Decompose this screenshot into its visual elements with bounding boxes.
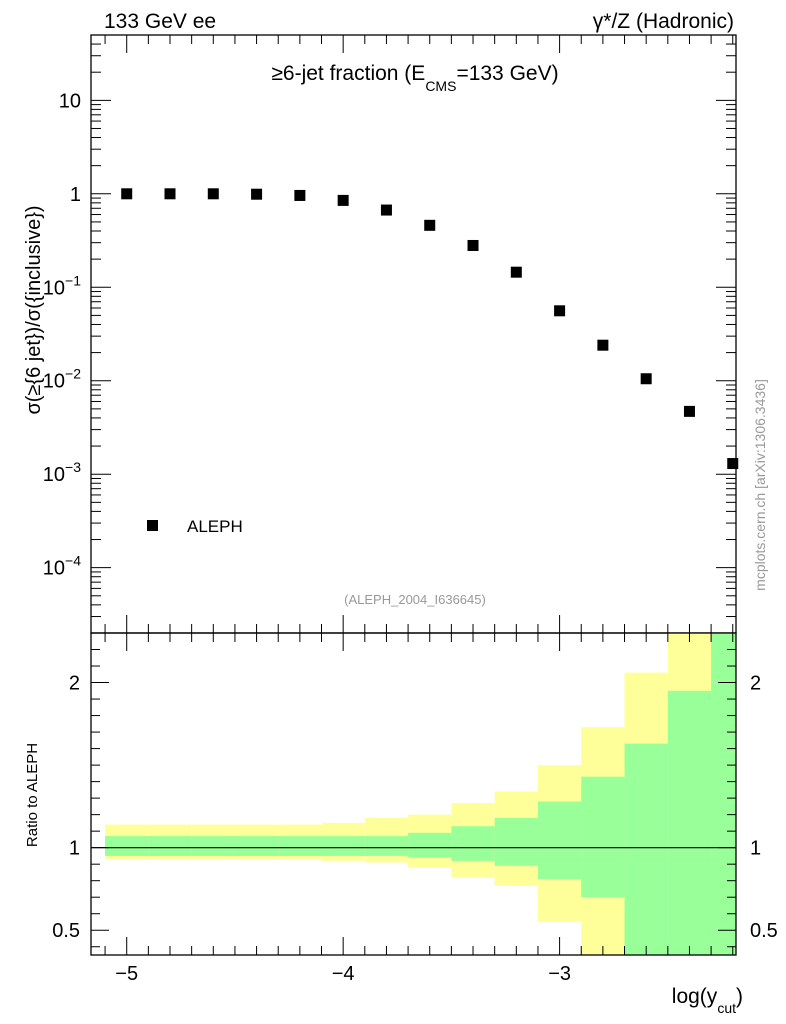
legend: ALEPH: [147, 517, 243, 536]
ratio-frame: [90, 632, 737, 956]
ratio-y-tick-label-right: 0.5: [750, 920, 778, 942]
x-tick-label: −3: [548, 963, 571, 985]
analysis-id: (ALEPH_2004_I636645): [344, 592, 486, 607]
data-point: [597, 339, 609, 351]
main-frame: [90, 34, 737, 634]
energy-label: 133 GeV ee: [104, 10, 216, 33]
ratio-panel: 2 2 1 1 0.5 0.5 −5 −4 −3 Ratio to ALEPH log(ycut…: [24, 632, 778, 1016]
ratio-y-tick-label: 2: [69, 673, 80, 695]
data-point: [683, 405, 695, 417]
ratio-y-axis-label: Ratio to ALEPH: [24, 743, 41, 847]
legend-marker: [147, 520, 158, 531]
uncertainty-band-bin: [234, 836, 279, 856]
data-point: [424, 219, 436, 231]
y-tick-label: 10−4: [43, 553, 81, 580]
uncertainty-band-bin: [364, 836, 409, 856]
uncertainty-band-bin: [148, 836, 192, 856]
ratio-y-tick-label-right: 1: [750, 838, 761, 860]
data-point: [164, 188, 176, 200]
uncertainty-band-bin: [278, 836, 322, 856]
process-label: γ*/Z (Hadronic): [593, 10, 734, 33]
data-point: [727, 458, 739, 470]
x-tick-label: −4: [332, 963, 355, 985]
y-tick-label: 10−1: [43, 272, 81, 299]
data-point: [510, 266, 522, 278]
y-tick-label: 10: [59, 90, 81, 112]
uncertainty-band-bin: [191, 836, 235, 856]
data-point: [640, 373, 652, 385]
uncertainty-band-bin: [711, 633, 736, 955]
uncertainty-band-bin: [105, 836, 149, 856]
plot-title: ≥6-jet fraction (ECMS=133 GeV): [271, 62, 558, 94]
x-tick-label: −5: [115, 963, 138, 985]
data-point: [294, 189, 306, 201]
y-tick-label: 1: [70, 184, 81, 206]
y-tick-label: 10−2: [43, 366, 81, 393]
data-point: [554, 305, 566, 317]
x-axis-label: log(ycut): [672, 985, 743, 1016]
data-point: [251, 188, 263, 200]
main-y-axis-label: σ(≥{6 jet})/σ({inclusive}): [23, 205, 45, 414]
uncertainty-band-bin: [451, 826, 495, 861]
ratio-y-tick-label: 1: [69, 838, 80, 860]
main-panel: 10 1 10−1 10−2 10−3 10−4 ≥6-jet fraction (ECM…: [23, 34, 739, 634]
source-watermark: mcplots.cern.ch [arXiv:1306.3436]: [752, 379, 768, 591]
uncertainty-band-bin: [321, 836, 365, 856]
uncertainty-band-bin: [581, 776, 625, 898]
data-point: [207, 188, 219, 200]
uncertainty-band-bin: [494, 817, 538, 866]
uncertainty-band-bin: [537, 801, 582, 880]
legend-label: ALEPH: [187, 517, 243, 536]
uncertainty-band-bin: [408, 832, 452, 858]
data-point: [121, 188, 133, 200]
ratio-y-tick-label-right: 2: [750, 673, 761, 695]
data-point: [467, 239, 479, 251]
ratio-y-tick-label: 0.5: [52, 920, 80, 942]
uncertainty-band-bin: [667, 690, 712, 955]
y-tick-label: 10−3: [43, 459, 81, 486]
data-point: [380, 204, 392, 216]
uncertainty-band-bin: [624, 743, 668, 955]
data-point: [337, 194, 349, 206]
